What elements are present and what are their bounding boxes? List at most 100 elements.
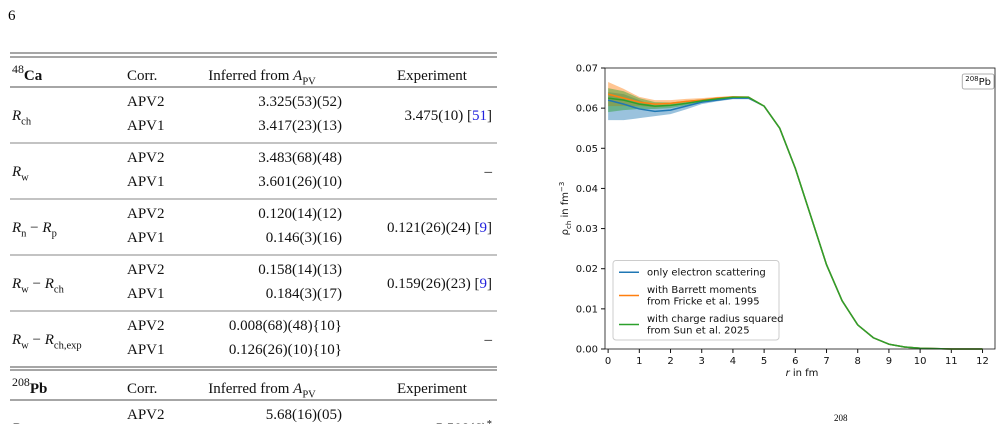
text-span: ch [21, 117, 32, 128]
text-span: − [29, 332, 45, 348]
legend-label: with Barrett moments [647, 285, 757, 296]
experiment-cell: 0.159(26)(23) [9] [387, 276, 492, 292]
text-span: – [484, 332, 493, 348]
x-tick-label: 12 [976, 356, 989, 367]
quantity-cell: Rn − Rp [11, 220, 57, 240]
text-span: A [292, 68, 303, 84]
y-tick-label: 0.05 [576, 144, 598, 155]
text-span: A [292, 381, 303, 397]
x-tick-label: 7 [823, 356, 829, 367]
text-span: R [11, 276, 21, 292]
experiment-cell: – [484, 332, 493, 348]
corr-cell: APV2 [127, 318, 165, 334]
experiment-cell: 5.508(6)* [436, 419, 493, 424]
inferred-cell: 0.184(3)(17) [266, 286, 342, 302]
quantity-cell: Rw [11, 164, 29, 184]
text-span: 3.475(10) [ [405, 108, 473, 124]
text-span: 48 [12, 62, 24, 76]
y-tick-label: 0.00 [576, 345, 598, 356]
header-inferred: Inferred from APV [208, 381, 316, 401]
header-label: 48Ca [12, 62, 43, 84]
text-span: R [11, 108, 21, 124]
annotation-box [961, 73, 995, 90]
text-span: − [26, 220, 42, 236]
reference-link[interactable]: 9 [480, 276, 488, 292]
x-tick-label: 6 [792, 356, 798, 367]
density-figure: 0.000.010.020.030.040.050.060.070 1 2 3 4 5 6 7… [558, 64, 996, 379]
text-span: Inferred from [208, 381, 293, 397]
quantity-cell: Rch [11, 421, 32, 424]
text-span: w [21, 341, 29, 352]
corr-cell: APV1 [127, 342, 165, 358]
text-span: ch [54, 285, 65, 296]
text-span: R [11, 164, 21, 180]
header-inferred: Inferred from APV [208, 68, 316, 88]
text-span: – [484, 164, 493, 180]
reference-link[interactable]: 51 [472, 108, 487, 124]
header-experiment: Experiment [397, 381, 468, 397]
x-tick-label: 0 [605, 356, 611, 367]
legend: only electron scattering with Barrett mom… [612, 260, 783, 341]
text-span: * [487, 419, 492, 424]
text-span: R [44, 276, 54, 292]
text-span: Pb [30, 381, 48, 397]
text-span: ch,exp [54, 341, 82, 352]
x-tick-label: 3 [699, 356, 705, 367]
inferred-cell: 0.126(26)(10){10} [229, 342, 342, 358]
text-span: R [11, 332, 21, 348]
y-axis-label: ρch in fm−3 [558, 182, 573, 236]
experiment-cell: 3.475(10) [51] [405, 108, 493, 124]
inferred-cell: 0.008(68)(48){10} [229, 318, 342, 334]
experiment-cell: 0.121(26)(24) [9] [387, 220, 492, 236]
legend-box [612, 260, 780, 341]
text-span: 208 [965, 75, 978, 83]
caption-fragment: 208 [834, 413, 848, 423]
corr-cell: APV1 [127, 118, 165, 134]
legend-label: from Fricke et al. 1995 [647, 297, 760, 308]
inferred-cell: 5.68(16)(05) [266, 407, 342, 423]
x-tick-label: 1 [636, 356, 642, 367]
text-span: R [41, 220, 51, 236]
text-span: ] [487, 220, 492, 236]
header-label: 208Pb [12, 375, 47, 397]
text-span: Inferred from [208, 68, 293, 84]
text-span: 0.121(26)(24) [ [387, 220, 479, 236]
x-tick-label: 10 [914, 356, 927, 367]
inferred-cell: 3.417(23)(13) [258, 118, 342, 134]
corr-cell: APV2 [127, 150, 165, 166]
x-axis-label: r in fm [786, 368, 819, 379]
inferred-cell: 3.325(53)(52) [258, 94, 342, 110]
y-tick-label: 0.06 [576, 104, 598, 115]
inferred-cell: 0.120(14)(12) [258, 206, 342, 222]
corr-cell: APV2 [127, 262, 165, 278]
reference-link[interactable]: 9 [480, 220, 488, 236]
results-table: 48Ca Corr. Inferred from APV Experiment APV2… [10, 52, 497, 424]
x-tick-label: 2 [667, 356, 673, 367]
corr-cell: APV2 [127, 206, 165, 222]
inferred-cell: 3.601(26)(10) [258, 174, 342, 190]
text-span: 5.508(6) [436, 421, 487, 424]
text-span: − [29, 276, 45, 292]
header-corr: Corr. [127, 381, 157, 397]
series-line [608, 96, 983, 350]
text-span: w [21, 285, 29, 296]
y-tick-label: 0.07 [576, 64, 598, 75]
text-span: ] [487, 108, 492, 124]
text-span: Ca [24, 68, 43, 84]
text-span: ρ [560, 229, 571, 235]
text-span: p [52, 229, 57, 240]
legend-label: only electron scattering [647, 268, 766, 279]
y-tick-label: 0.03 [576, 224, 598, 235]
plot-frame [604, 67, 996, 350]
text-span: ch [565, 221, 573, 229]
text-span: ] [487, 276, 492, 292]
y-tick-label: 0.02 [576, 264, 598, 275]
quantity-cell: Rw − Rch [11, 276, 65, 296]
x-tick-label: 9 [886, 356, 892, 367]
page-number: 6 [8, 8, 16, 24]
text-span: R [11, 220, 21, 236]
text-span: in fm [560, 192, 571, 221]
y-tick-label: 0.01 [576, 304, 598, 315]
corr-cell: APV2 [127, 94, 165, 110]
text-span: r [786, 368, 791, 379]
